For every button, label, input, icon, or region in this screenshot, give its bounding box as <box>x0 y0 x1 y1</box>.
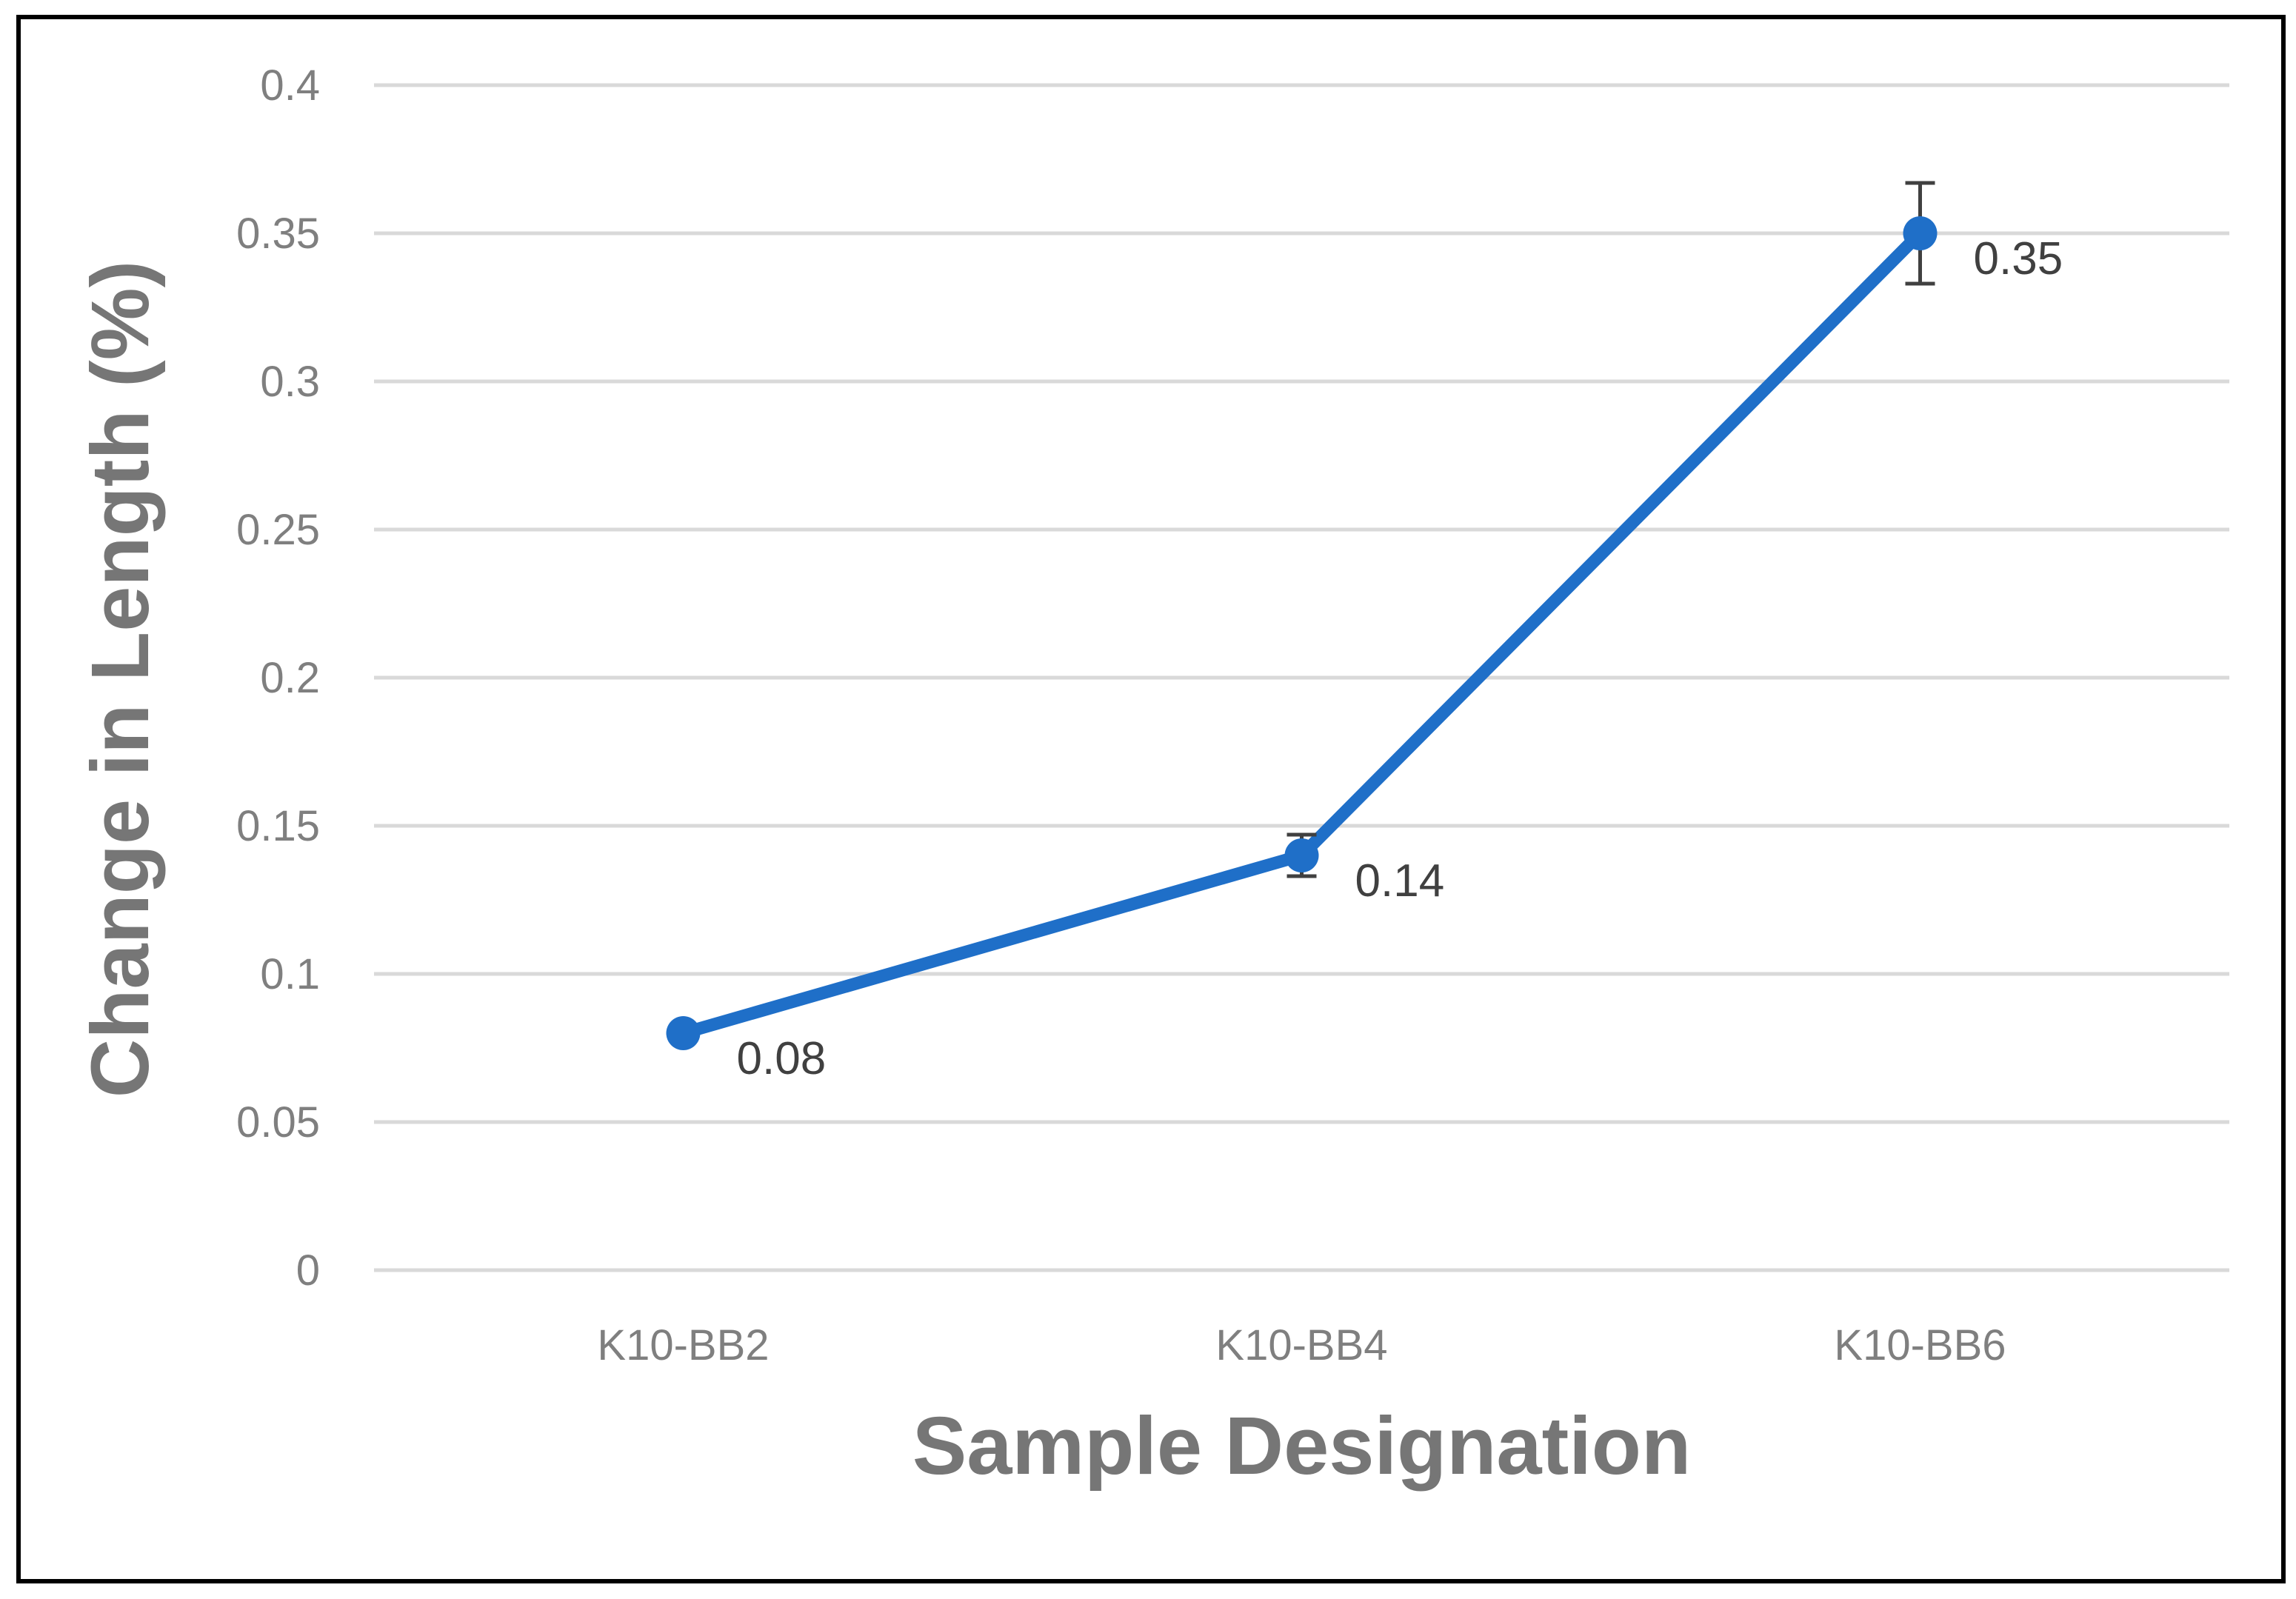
y-tick-label: 0.25 <box>236 506 320 554</box>
x-tick-label: K10-BB4 <box>1215 1321 1387 1369</box>
series-line-group <box>677 227 1926 1040</box>
grid-lines <box>374 83 2229 1272</box>
y-tick-label: 0.3 <box>260 358 320 406</box>
y-tick-label: 0.35 <box>236 210 320 258</box>
x-tick-label: K10-BB6 <box>1834 1321 2006 1369</box>
data-point <box>1284 838 1319 872</box>
y-tick-label: 0.1 <box>260 950 320 998</box>
y-tick-label: 0.15 <box>236 802 320 850</box>
data-point <box>666 1016 701 1050</box>
y-tick-label: 0.05 <box>236 1098 320 1146</box>
data-point <box>1903 216 1938 250</box>
data-label: 0.35 <box>1974 233 2063 284</box>
y-tick-label: 0.2 <box>260 654 320 702</box>
x-tick-labels: K10-BB2 K10-BB4 K10-BB6 <box>597 1321 2006 1369</box>
x-axis-title: Sample Designation <box>912 1401 1691 1492</box>
data-labels: 0.08 0.14 0.35 <box>737 233 2063 1084</box>
series-line <box>677 227 1926 1040</box>
y-tick-label: 0.4 <box>260 61 320 110</box>
y-tick-labels: 0 0.05 0.1 0.15 0.2 0.25 0.3 0.35 0.4 <box>236 61 320 1295</box>
y-tick-label: 0 <box>296 1246 320 1295</box>
y-axis-title: Change in Length (%) <box>75 261 166 1098</box>
chart-frame <box>16 15 2286 1583</box>
x-tick-label: K10-BB2 <box>597 1321 769 1369</box>
data-points <box>666 216 1938 1050</box>
data-label: 0.08 <box>737 1033 827 1084</box>
data-label: 0.14 <box>1355 855 1445 907</box>
